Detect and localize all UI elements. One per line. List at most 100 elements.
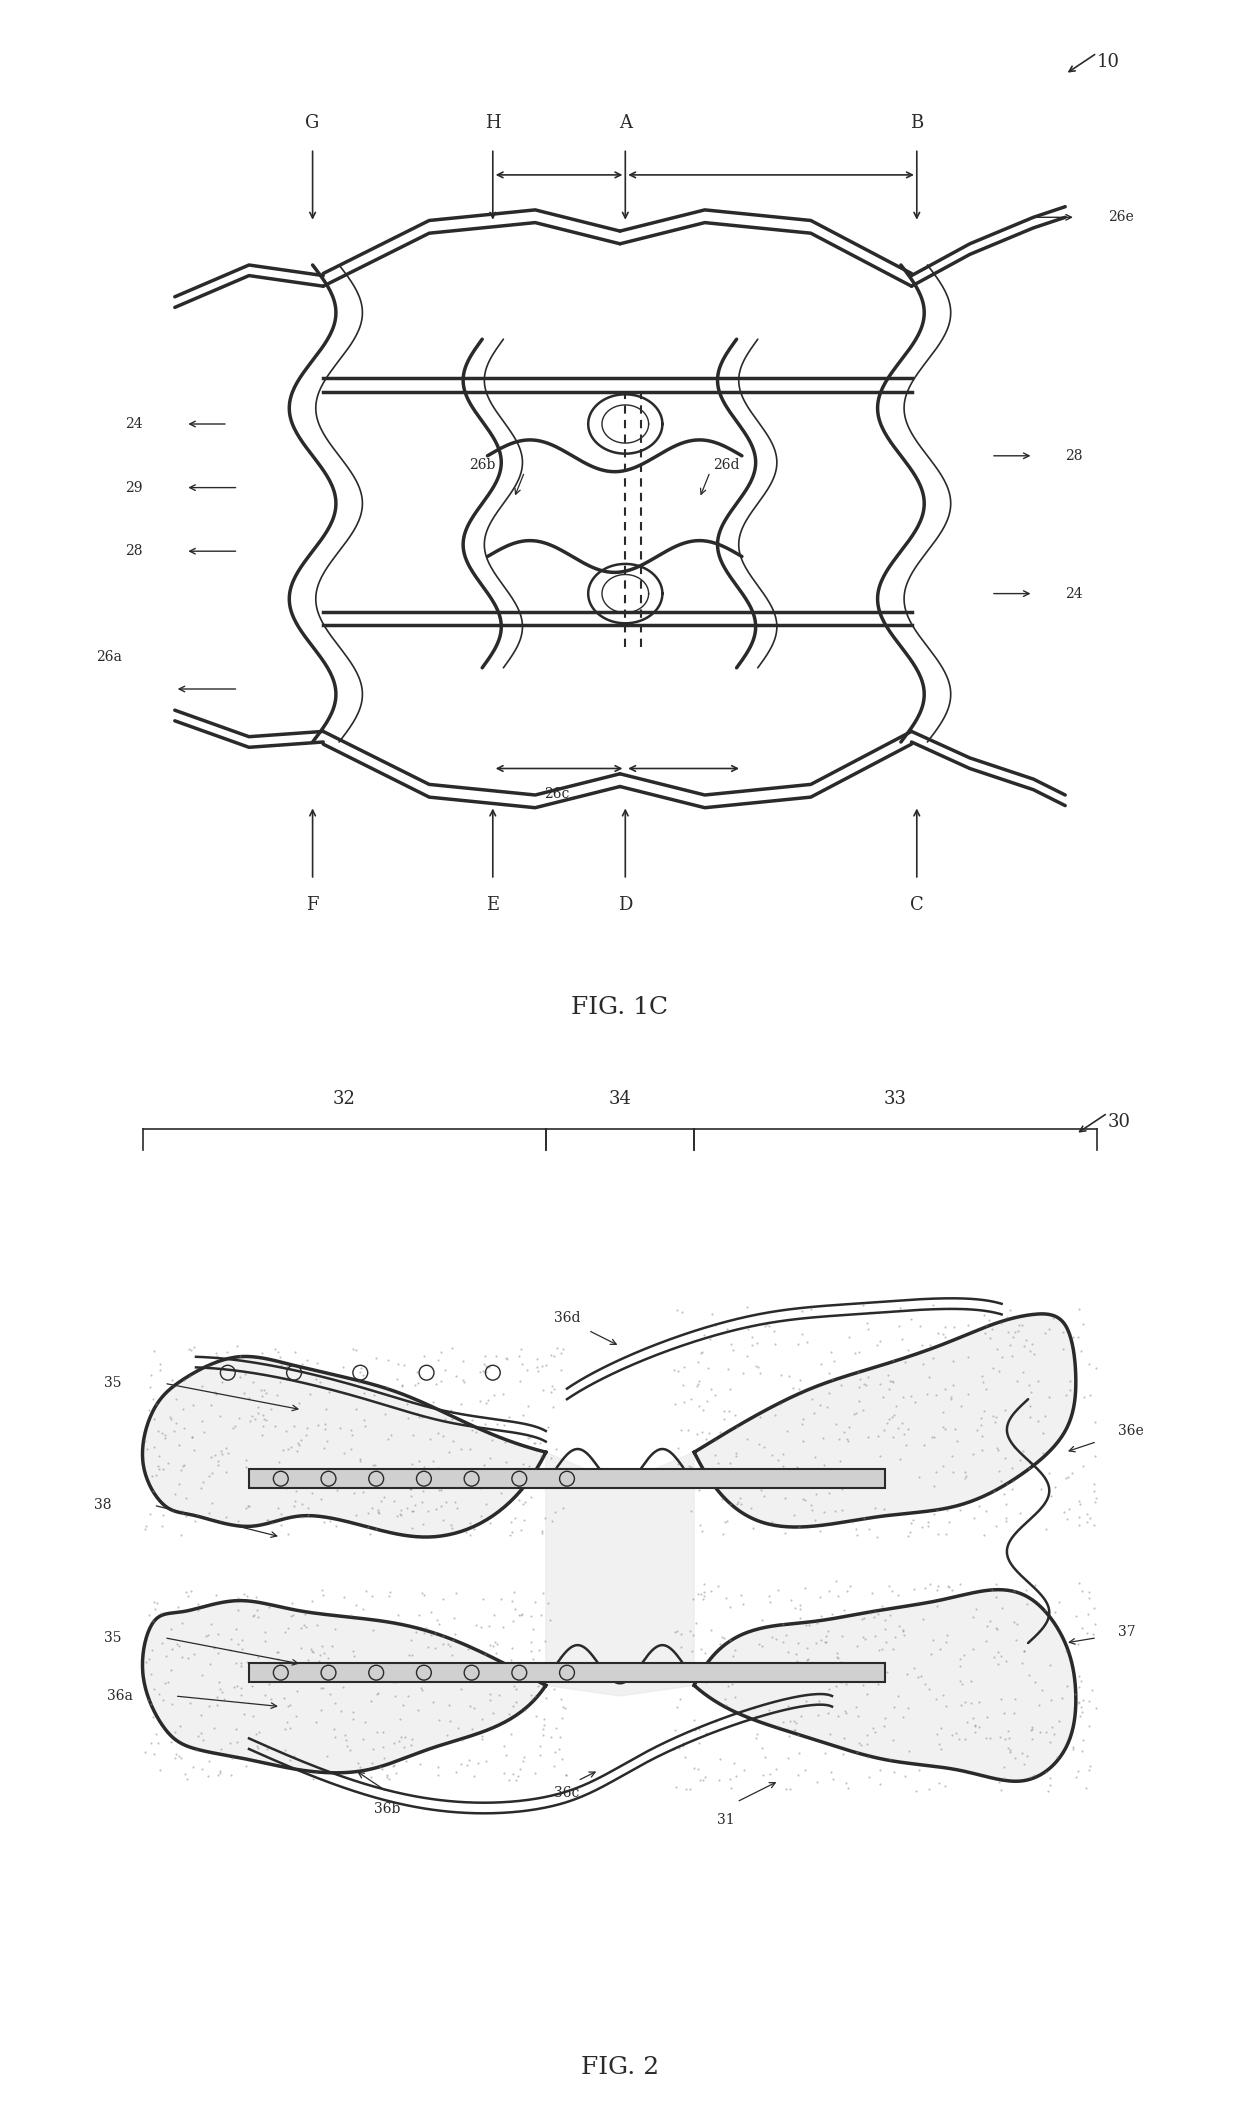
Point [1058, 1461, 1078, 1495]
Point [334, 1579, 353, 1613]
Point [1049, 1704, 1069, 1738]
Point [141, 1459, 161, 1492]
Point [228, 1505, 248, 1539]
Point [720, 1770, 740, 1804]
Point [992, 1463, 1012, 1497]
Point [874, 1709, 894, 1743]
Text: 26a: 26a [95, 651, 122, 664]
Point [149, 1452, 169, 1486]
Point [502, 1584, 522, 1618]
Point [552, 1336, 572, 1370]
Point [503, 1575, 523, 1609]
Point [298, 1344, 317, 1378]
Point [706, 1423, 725, 1456]
Point [246, 1401, 265, 1435]
Point [181, 1573, 201, 1607]
Point [715, 1688, 735, 1721]
Point [1021, 1713, 1040, 1747]
Point [1029, 1688, 1049, 1721]
Point [1004, 1431, 1024, 1465]
Point [1012, 1736, 1032, 1770]
Point [553, 1490, 573, 1524]
Point [348, 1365, 368, 1399]
Point [1040, 1762, 1060, 1796]
Point [1066, 1598, 1086, 1632]
Point [847, 1734, 867, 1768]
Point [918, 1505, 937, 1539]
Point [684, 1751, 704, 1785]
Point [738, 1423, 758, 1456]
Point [425, 1630, 445, 1664]
Point [888, 1577, 908, 1611]
Point [999, 1732, 1019, 1766]
Point [899, 1734, 919, 1768]
Point [387, 1363, 407, 1397]
Point [671, 1630, 691, 1664]
Point [689, 1365, 709, 1399]
Point [1070, 1486, 1090, 1520]
Point [243, 1598, 263, 1632]
Point [956, 1459, 976, 1492]
Point [207, 1688, 227, 1721]
Point [179, 1641, 198, 1675]
Point [512, 1598, 532, 1632]
Point [672, 1295, 692, 1329]
Point [470, 1355, 490, 1389]
Point [973, 1297, 993, 1331]
Point [811, 1348, 831, 1382]
Point [503, 1757, 523, 1791]
Point [1037, 1715, 1056, 1749]
Point [836, 1666, 856, 1700]
Point [526, 1427, 546, 1461]
Point [439, 1688, 459, 1721]
Point [491, 1582, 511, 1615]
Point [208, 1448, 228, 1482]
Point [947, 1425, 967, 1459]
Point [450, 1467, 470, 1501]
Point [1021, 1376, 1040, 1410]
Point [265, 1331, 285, 1365]
Point [291, 1611, 311, 1645]
Point [496, 1340, 516, 1374]
Point [200, 1459, 219, 1492]
Point [1016, 1323, 1035, 1357]
Point [335, 1719, 355, 1753]
Point [259, 1656, 279, 1690]
Point [435, 1401, 455, 1435]
Point [683, 1582, 703, 1615]
Text: 37: 37 [1118, 1626, 1136, 1639]
Point [379, 1575, 399, 1609]
Point [801, 1488, 821, 1522]
Point [742, 1329, 761, 1363]
Point [451, 1747, 471, 1781]
Point [971, 1401, 991, 1435]
Point [175, 1757, 195, 1791]
Point [955, 1639, 975, 1673]
Point [765, 1314, 785, 1348]
Point [480, 1442, 500, 1476]
Point [846, 1512, 866, 1545]
Point [727, 1410, 746, 1444]
Point [998, 1314, 1018, 1348]
Point [928, 1573, 947, 1607]
Point [149, 1439, 169, 1473]
Point [825, 1495, 844, 1529]
Point [693, 1319, 713, 1353]
Point [875, 1603, 895, 1637]
Point [1022, 1711, 1042, 1745]
Point [990, 1355, 1009, 1389]
Point [698, 1350, 718, 1384]
Point [1071, 1664, 1091, 1698]
Point [966, 1709, 986, 1743]
Point [246, 1717, 265, 1751]
Point [208, 1664, 228, 1698]
Point [790, 1588, 810, 1622]
Point [1021, 1446, 1040, 1480]
Point [826, 1408, 846, 1442]
Point [139, 1643, 159, 1677]
Point [1069, 1685, 1089, 1719]
Point [232, 1679, 252, 1713]
Point [298, 1497, 317, 1531]
Point [475, 1340, 495, 1374]
Point [476, 1386, 496, 1420]
